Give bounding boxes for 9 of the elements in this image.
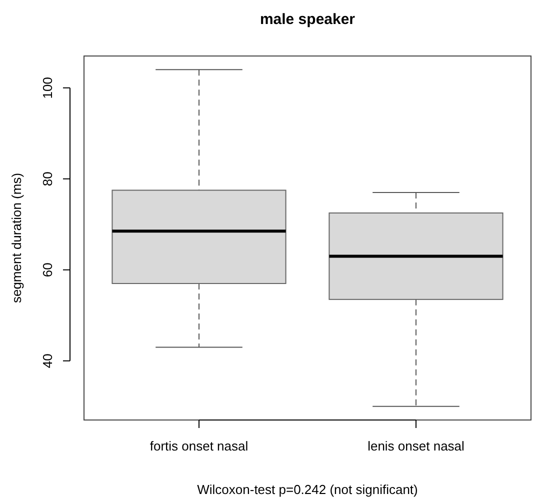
x-axis-title: Wilcoxon-test p=0.242 (not significant) [197, 482, 418, 497]
y-tick-label: 60 [40, 262, 55, 278]
x-tick-label: lenis onset nasal [368, 438, 465, 454]
y-tick-label: 80 [40, 172, 55, 186]
y-axis-title: segment duration (ms) [9, 172, 24, 304]
y-tick-label: 100 [40, 77, 55, 99]
x-tick-label: fortis onset nasal [150, 438, 248, 454]
y-tick-label: 40 [40, 354, 55, 368]
chart-title: male speaker [260, 11, 356, 28]
